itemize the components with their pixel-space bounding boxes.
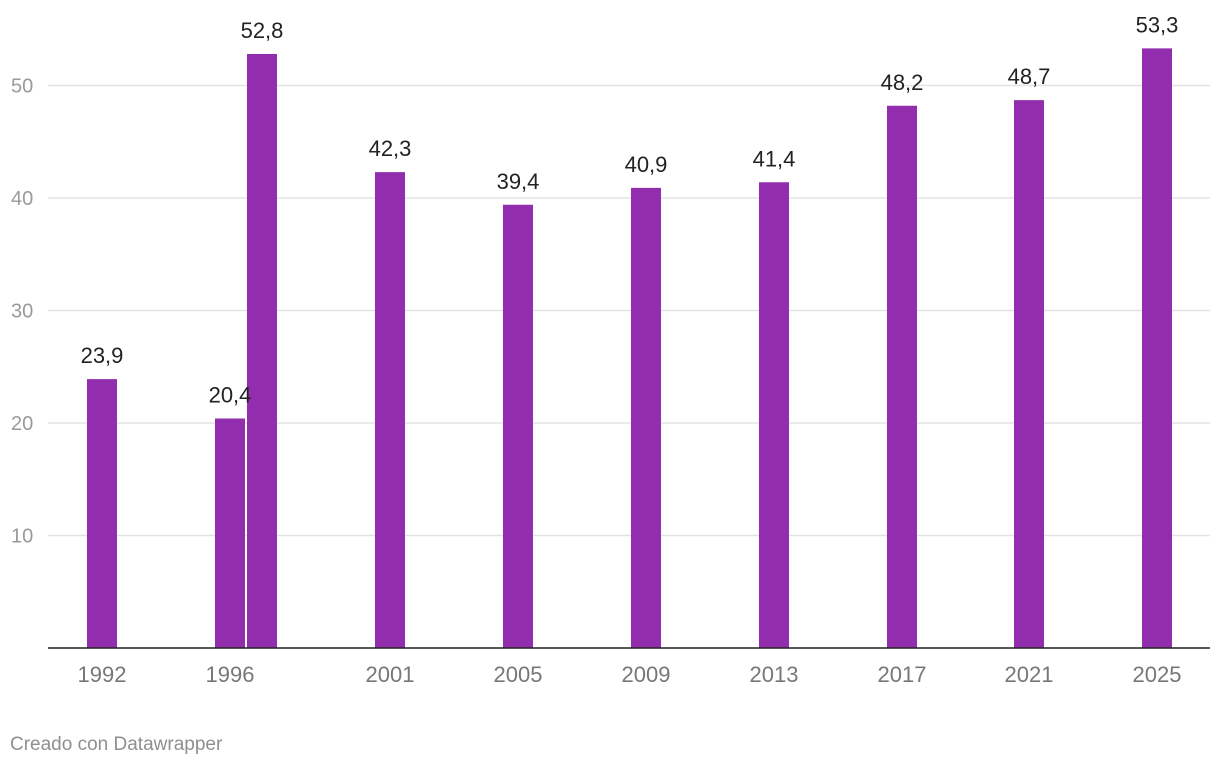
y-tick-label: 40 xyxy=(11,188,33,210)
data-label: 23,9 xyxy=(81,343,124,368)
bar xyxy=(87,379,117,648)
data-label: 53,3 xyxy=(1136,12,1179,37)
x-axis-ticks: 1992 1996 2001 2005 2009 2013 2017 2021 2025 xyxy=(78,662,1182,687)
bar xyxy=(631,187,661,648)
data-label: 42,3 xyxy=(369,136,412,161)
bar xyxy=(1014,100,1044,648)
x-tick-label: 2013 xyxy=(750,662,799,687)
x-tick-label: 2009 xyxy=(622,662,671,687)
x-tick-label: 1996 xyxy=(206,662,255,687)
bars xyxy=(87,48,1172,648)
y-tick-label: 10 xyxy=(11,526,33,548)
data-label: 41,4 xyxy=(753,146,796,171)
bar xyxy=(503,204,533,648)
data-label: 48,7 xyxy=(1008,64,1051,89)
x-tick-label: 2001 xyxy=(366,662,415,687)
x-tick-label: 2017 xyxy=(878,662,927,687)
bar xyxy=(759,182,789,648)
data-label: 40,9 xyxy=(625,152,668,177)
bar xyxy=(247,54,277,648)
bar xyxy=(215,418,245,648)
x-tick-label: 1992 xyxy=(78,662,127,687)
data-label: 39,4 xyxy=(497,169,540,194)
x-tick-label: 2021 xyxy=(1005,662,1054,687)
y-tick-label: 20 xyxy=(11,413,33,435)
data-labels: 23,9 20,4 52,8 42,3 39,4 40,9 41,4 48,2 48,7 53,3 xyxy=(81,12,1179,407)
data-label: 20,4 xyxy=(209,383,252,408)
bar xyxy=(887,105,917,648)
y-tick-label: 50 xyxy=(11,76,33,98)
data-label: 52,8 xyxy=(241,18,284,43)
bar xyxy=(375,172,405,648)
bar xyxy=(1142,48,1172,648)
bar-chart: 10 20 30 40 50 23,9 20,4 52,8 42,3 39,4 40,9 41,4 4… xyxy=(11,12,1210,687)
credit-text: Creado con Datawrapper xyxy=(10,734,223,755)
x-tick-label: 2025 xyxy=(1133,662,1182,687)
data-label: 48,2 xyxy=(881,70,924,95)
x-tick-label: 2005 xyxy=(494,662,543,687)
y-tick-label: 30 xyxy=(11,301,33,323)
